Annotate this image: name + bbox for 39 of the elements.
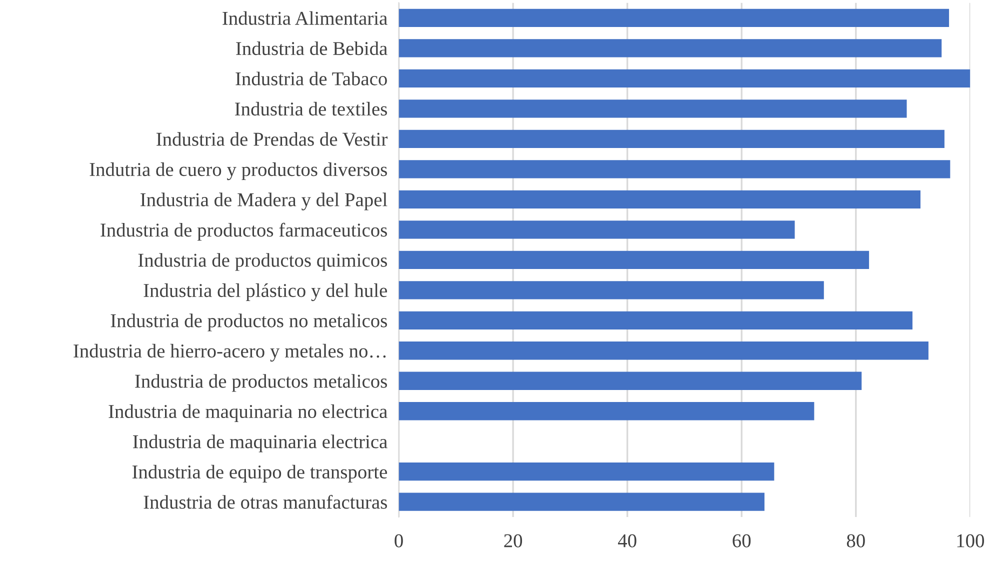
x-tick-label: 80 — [846, 534, 865, 548]
x-tick-label: 0 — [394, 534, 403, 548]
x-tick-label: 100 — [957, 534, 984, 548]
y-tick-label: Industria de Prendas de Vestir — [156, 132, 388, 146]
bar — [398, 372, 862, 390]
y-tick-label: Industria Alimentaria — [222, 11, 388, 25]
y-tick-label: Industria de textiles — [235, 102, 387, 116]
y-tick-label: Indutria de cuero y productos diversos — [90, 162, 387, 180]
y-tick-label: Industria de productos quimicos — [138, 253, 387, 271]
bar — [398, 311, 912, 330]
y-tick-label: Industria de equipo de transporte — [132, 464, 387, 482]
bar — [398, 130, 944, 148]
bar — [398, 462, 774, 481]
y-tick-label: Industria de hierro-acero y metales no… — [74, 344, 386, 362]
y-tick-label: Industria de Bebida — [236, 41, 388, 56]
y-tick-label: Industria de productos metalicos — [135, 374, 387, 392]
bar — [398, 8, 950, 28]
bar — [398, 250, 870, 269]
bar — [398, 342, 928, 360]
bar — [398, 69, 970, 88]
bar — [398, 492, 764, 511]
bar — [398, 281, 824, 300]
y-tick-label: Industria de productos farmaceuticos — [100, 222, 387, 241]
bar — [398, 190, 920, 208]
x-tick-label: 60 — [732, 534, 751, 548]
y-tick-label: Industria de maquinaria no electrica — [108, 404, 388, 422]
y-tick-label: Industria de Tabaco — [236, 72, 387, 86]
bar — [398, 220, 795, 239]
y-tick-label: Industria de otras manufacturas — [144, 494, 387, 509]
y-tick-label: Industria de maquinaria electrica — [133, 434, 388, 452]
bar — [398, 160, 950, 178]
bar — [398, 39, 942, 58]
bar — [398, 100, 907, 118]
y-tick-label: Industria de Madera y del Papel — [140, 192, 388, 210]
x-tick-label: 40 — [618, 534, 636, 548]
x-tick-label: 20 — [504, 534, 522, 548]
y-tick-label: Industria del plástico y del hule — [144, 283, 387, 302]
bar — [398, 402, 814, 420]
y-tick-label: Industria de productos no metalicos — [110, 314, 387, 332]
